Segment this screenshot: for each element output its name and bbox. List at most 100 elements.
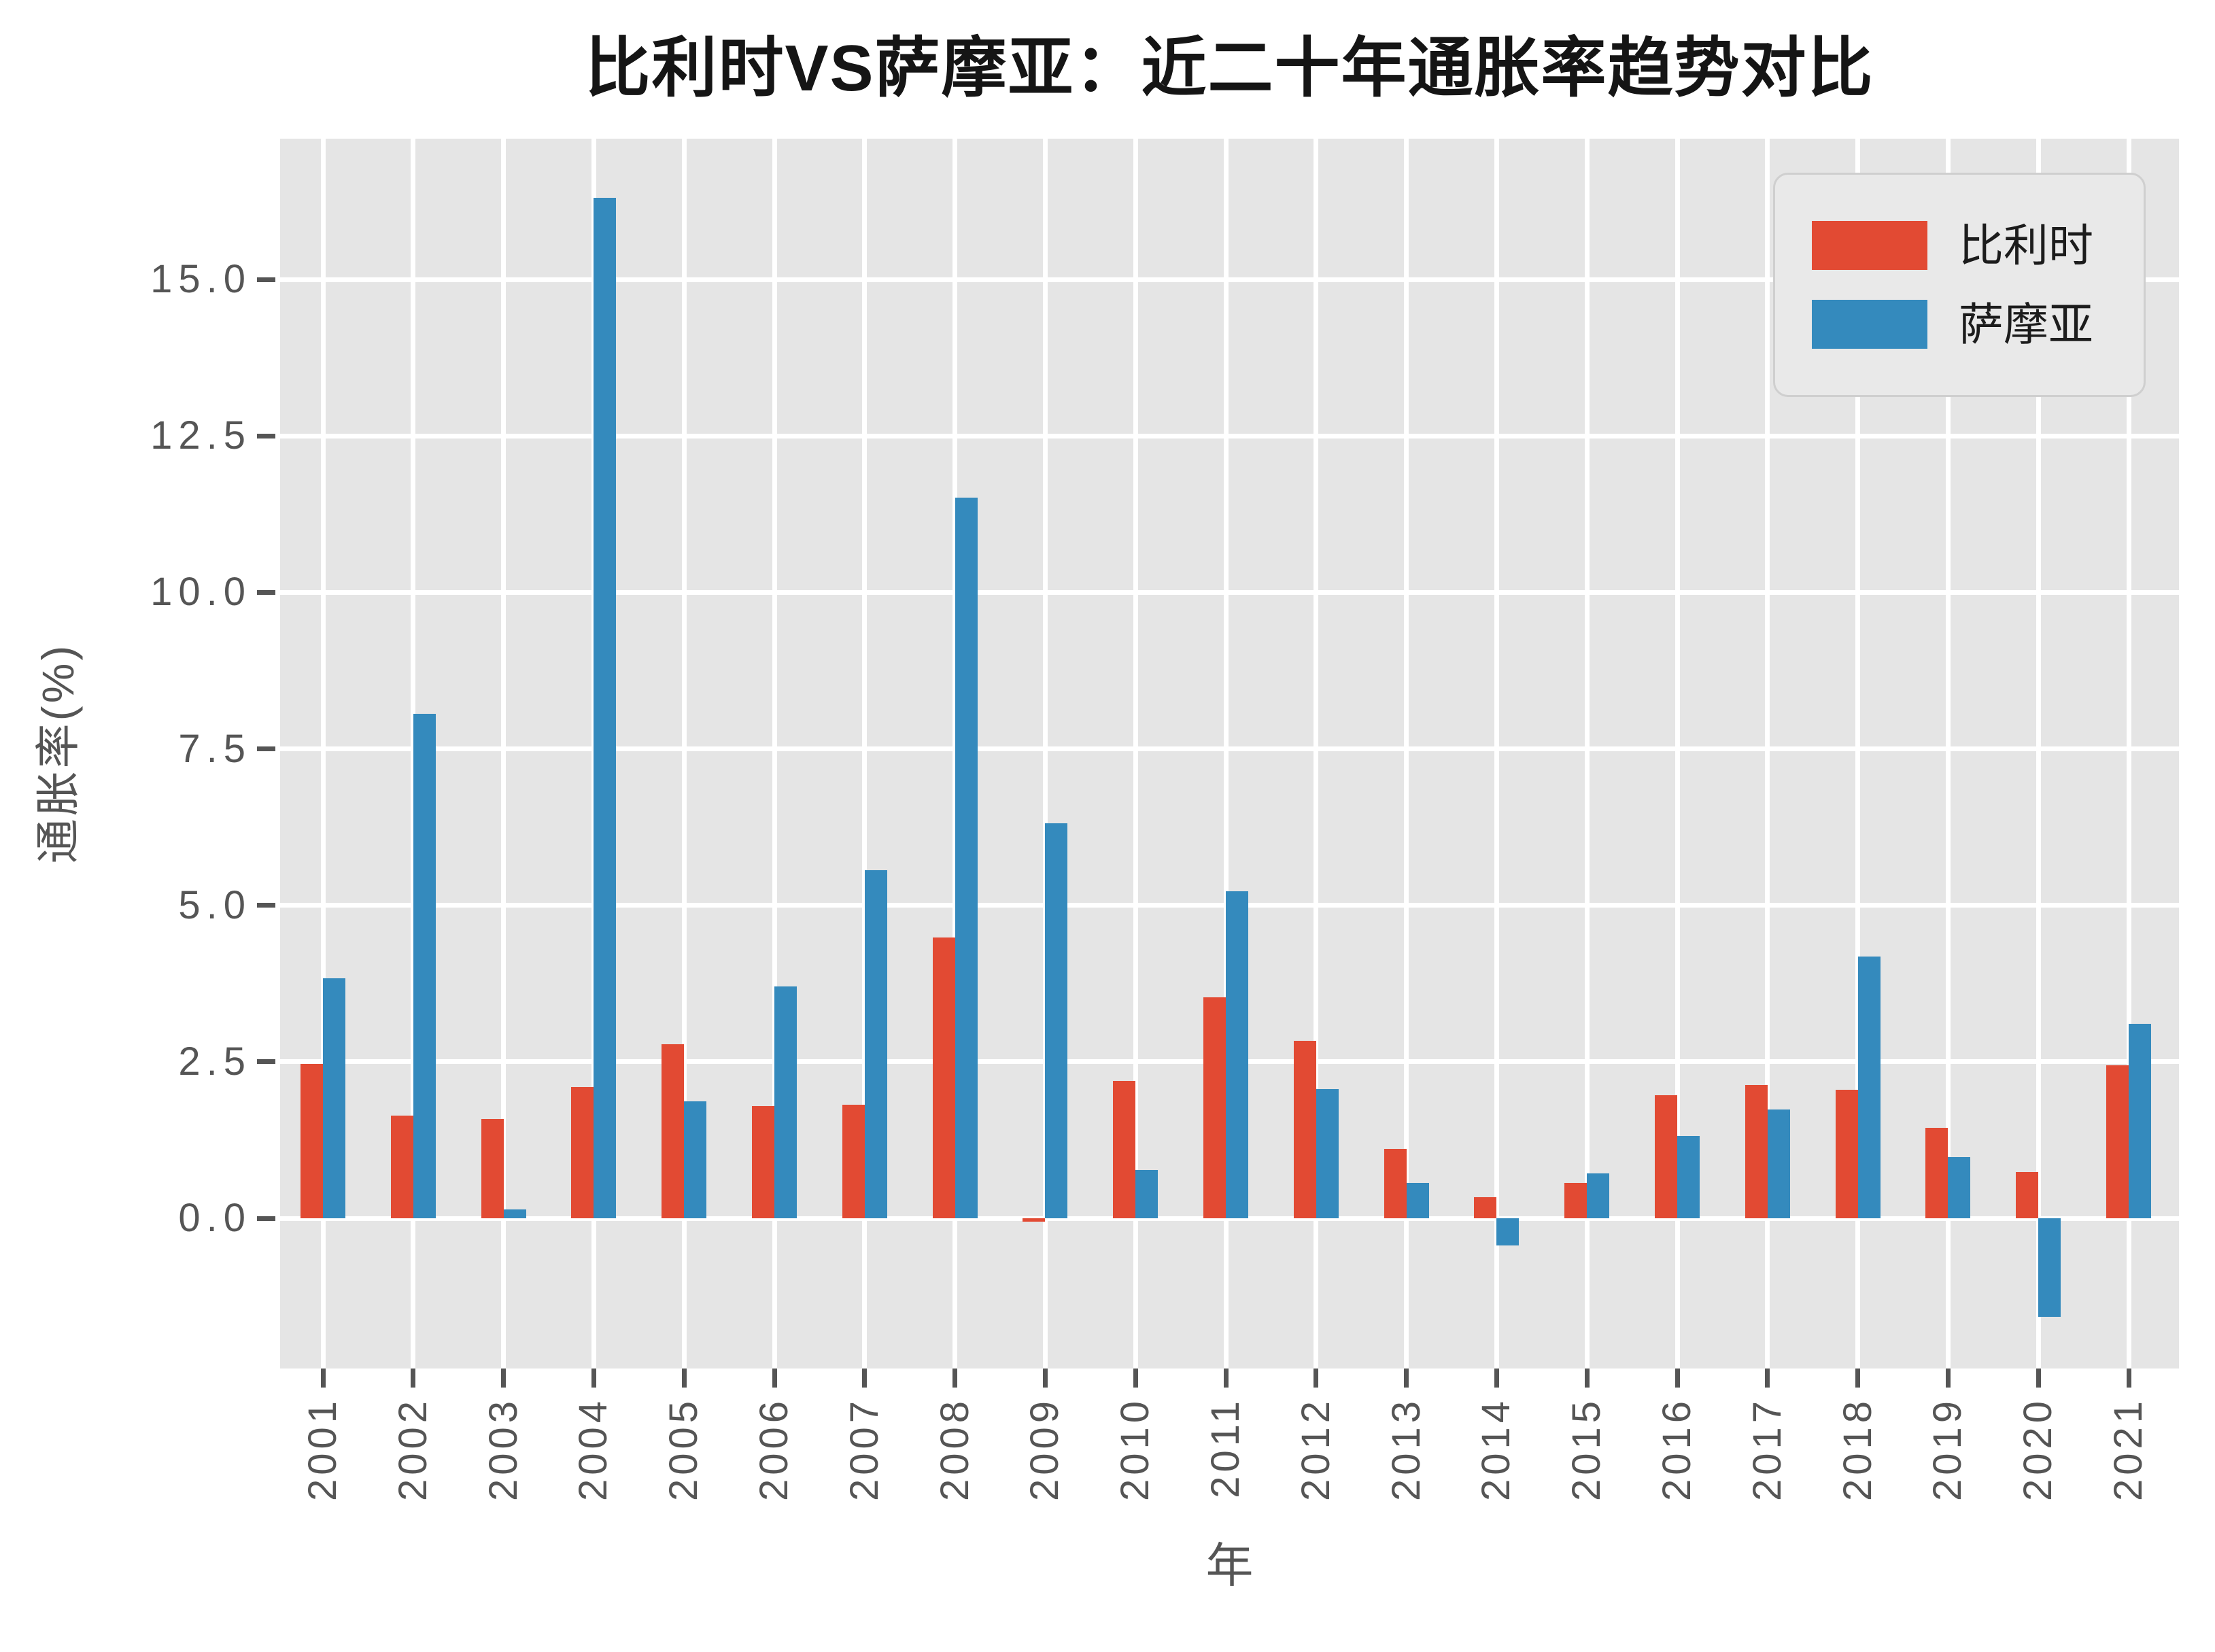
x-tick-label-2002: 2002 xyxy=(390,1397,435,1502)
x-tick-mark-2004 xyxy=(591,1369,596,1388)
x-tick-label-2012: 2012 xyxy=(1293,1397,1338,1502)
bar-比利时-2018 xyxy=(1835,1090,1858,1219)
x-tick-label-2019: 2019 xyxy=(1925,1397,1970,1502)
gridline-horizontal-10.0 xyxy=(280,589,2179,595)
bar-萨摩亚-2007 xyxy=(864,870,887,1219)
chart-title: 比利时VS萨摩亚：近二十年通胀率趋势对比 xyxy=(585,32,1874,105)
y-tick-label-7.5: 7.5 xyxy=(178,726,252,771)
gridline-vertical-2005 xyxy=(681,139,687,1369)
bar-比利时-2016 xyxy=(1655,1095,1677,1219)
bar-萨摩亚-2014 xyxy=(1496,1218,1519,1245)
gridline-vertical-2019 xyxy=(1945,139,1951,1369)
bar-比利时-2013 xyxy=(1384,1148,1407,1219)
bar-萨摩亚-2017 xyxy=(1767,1109,1790,1219)
gridline-vertical-2007 xyxy=(862,139,868,1369)
y-tick-mark-7.5 xyxy=(257,746,275,752)
bar-比利时-2004 xyxy=(571,1086,594,1219)
x-axis-label: 年 xyxy=(1205,1539,1254,1592)
bar-比利时-2015 xyxy=(1564,1183,1587,1219)
y-tick-mark-10.0 xyxy=(257,589,275,595)
legend-swatch-belgium xyxy=(1812,221,1927,270)
x-tick-label-2011: 2011 xyxy=(1203,1397,1248,1498)
bar-萨摩亚-2008 xyxy=(955,497,978,1219)
x-tick-mark-2020 xyxy=(2036,1369,2041,1388)
gridline-vertical-2009 xyxy=(1042,139,1048,1369)
y-tick-label-15.0: 15.0 xyxy=(150,257,252,302)
x-tick-label-2016: 2016 xyxy=(1655,1397,1699,1502)
x-tick-label-2017: 2017 xyxy=(1745,1397,1789,1502)
bar-萨摩亚-2019 xyxy=(1948,1156,1971,1219)
x-tick-label-2014: 2014 xyxy=(1474,1397,1519,1502)
legend-row-series0: 比利时 xyxy=(1812,221,2144,270)
x-tick-label-2009: 2009 xyxy=(1023,1397,1067,1502)
bar-比利时-2011 xyxy=(1203,997,1226,1219)
legend: 比利时 萨摩亚 xyxy=(1773,173,2146,397)
x-tick-mark-2009 xyxy=(1042,1369,1048,1388)
gridline-vertical-2020 xyxy=(2036,139,2041,1369)
bar-萨摩亚-2015 xyxy=(1587,1173,1610,1219)
gridline-vertical-2015 xyxy=(1584,139,1590,1369)
bar-比利时-2010 xyxy=(1113,1081,1136,1219)
x-tick-mark-2010 xyxy=(1133,1369,1138,1388)
x-tick-mark-2016 xyxy=(1675,1369,1680,1388)
bar-萨摩亚-2016 xyxy=(1677,1135,1700,1219)
bar-比利时-2006 xyxy=(752,1106,774,1219)
bar-萨摩亚-2001 xyxy=(323,978,345,1219)
x-tick-mark-2012 xyxy=(1313,1369,1319,1388)
x-tick-mark-2008 xyxy=(952,1369,958,1388)
x-tick-mark-2019 xyxy=(1945,1369,1951,1388)
y-tick-label-0.0: 0.0 xyxy=(178,1196,252,1241)
bar-比利时-2007 xyxy=(842,1104,865,1219)
bar-萨摩亚-2004 xyxy=(594,197,617,1219)
y-tick-label-10.0: 10.0 xyxy=(150,570,252,615)
x-tick-label-2018: 2018 xyxy=(1835,1397,1880,1502)
x-tick-label-2015: 2015 xyxy=(1564,1397,1609,1502)
gridline-vertical-2018 xyxy=(1855,139,1861,1369)
bar-比利时-2002 xyxy=(390,1116,413,1219)
x-tick-label-2006: 2006 xyxy=(752,1397,796,1502)
x-tick-mark-2013 xyxy=(1404,1369,1409,1388)
x-tick-mark-2017 xyxy=(1765,1369,1770,1388)
bar-萨摩亚-2002 xyxy=(413,714,436,1219)
legend-label-belgium: 比利时 xyxy=(1959,220,2093,271)
x-tick-label-2004: 2004 xyxy=(571,1397,616,1502)
gridline-vertical-2003 xyxy=(501,139,506,1369)
bar-比利时-2012 xyxy=(1293,1040,1316,1219)
gridline-vertical-2010 xyxy=(1133,139,1138,1369)
x-tick-mark-2005 xyxy=(681,1369,687,1388)
x-tick-mark-2015 xyxy=(1584,1369,1590,1388)
x-tick-label-2013: 2013 xyxy=(1384,1397,1428,1502)
x-tick-mark-2007 xyxy=(862,1369,868,1388)
x-tick-mark-2021 xyxy=(2126,1369,2131,1388)
bar-比利时-2008 xyxy=(932,937,955,1219)
bar-萨摩亚-2012 xyxy=(1316,1089,1339,1219)
x-tick-label-2001: 2001 xyxy=(301,1397,345,1502)
x-tick-label-2010: 2010 xyxy=(1113,1397,1158,1502)
x-tick-mark-2014 xyxy=(1494,1369,1499,1388)
x-tick-mark-2011 xyxy=(1223,1369,1229,1388)
y-tick-label-12.5: 12.5 xyxy=(150,413,252,458)
bar-萨摩亚-2006 xyxy=(774,986,797,1219)
gridline-vertical-2014 xyxy=(1494,139,1499,1369)
legend-swatch-samoa xyxy=(1812,300,1927,349)
x-tick-mark-2018 xyxy=(1855,1369,1861,1388)
legend-row-series1: 萨摩亚 xyxy=(1812,300,2144,349)
x-tick-mark-2001 xyxy=(320,1369,326,1388)
bar-比利时-2014 xyxy=(1474,1197,1497,1219)
y-tick-mark-15.0 xyxy=(257,277,275,282)
bar-比利时-2017 xyxy=(1745,1084,1768,1219)
x-tick-mark-2003 xyxy=(501,1369,506,1388)
y-tick-mark-2.5 xyxy=(257,1059,275,1065)
bar-萨摩亚-2009 xyxy=(1045,823,1068,1219)
bar-比利时-2021 xyxy=(2106,1065,2129,1219)
y-tick-label-5.0: 5.0 xyxy=(178,882,252,927)
bar-比利时-2009 xyxy=(1023,1218,1046,1222)
gridline-vertical-2006 xyxy=(772,139,777,1369)
gridline-vertical-2017 xyxy=(1765,139,1770,1369)
x-tick-label-2007: 2007 xyxy=(842,1397,887,1502)
bar-萨摩亚-2020 xyxy=(2038,1218,2061,1317)
x-tick-label-2005: 2005 xyxy=(662,1397,706,1502)
x-tick-label-2021: 2021 xyxy=(2106,1397,2150,1502)
gridline-vertical-2021 xyxy=(2126,139,2131,1369)
gridline-vertical-2016 xyxy=(1675,139,1680,1369)
